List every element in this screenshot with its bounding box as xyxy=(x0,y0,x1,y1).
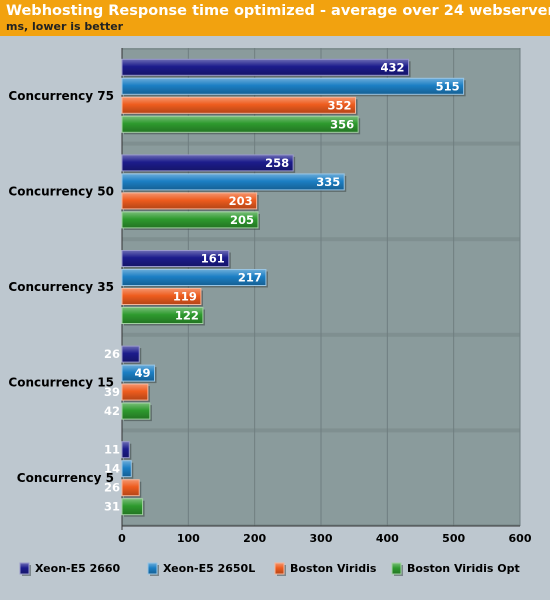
bar xyxy=(121,154,294,172)
chart-header: Webhosting Response time optimized - ave… xyxy=(0,0,550,36)
bar-value-label: 205 xyxy=(230,213,254,227)
bar-chart-svg: 0 100 200 300 400 500 600 Concurrency 75 432 515 3… xyxy=(8,48,532,576)
x-tick-label: 300 xyxy=(310,532,333,545)
bar-value-label: 39 xyxy=(104,385,120,399)
bar xyxy=(121,250,230,267)
bar-value-label: 49 xyxy=(134,366,150,380)
bar xyxy=(121,269,267,286)
bar xyxy=(121,115,359,133)
legend-swatch xyxy=(274,562,285,575)
bar xyxy=(121,479,140,497)
bar-value-label: 42 xyxy=(104,404,120,418)
category-label: Concurrency 50 xyxy=(8,184,114,198)
legend-swatch xyxy=(19,562,30,575)
bar-value-label: 515 xyxy=(436,79,460,93)
bar xyxy=(121,192,258,210)
bar-value-label: 14 xyxy=(104,462,120,476)
bar xyxy=(121,173,345,191)
bar-value-label: 335 xyxy=(316,175,340,189)
category-label: Concurrency 75 xyxy=(8,89,114,103)
chart-title: Webhosting Response time optimized - ave… xyxy=(6,3,550,19)
category-label: Concurrency 35 xyxy=(8,280,114,294)
bar xyxy=(121,498,144,516)
bar-value-label: 119 xyxy=(173,290,197,304)
x-tick-label: 100 xyxy=(177,532,200,545)
bar xyxy=(121,345,140,363)
legend-label: Boston Viridis xyxy=(290,562,377,575)
category-label: Concurrency 15 xyxy=(8,376,114,390)
bar xyxy=(121,307,204,324)
bar xyxy=(121,460,132,478)
bar xyxy=(121,364,156,382)
bar-value-label: 203 xyxy=(229,194,253,208)
bar xyxy=(121,288,202,305)
bar-value-label: 161 xyxy=(201,252,225,266)
x-tick-label: 200 xyxy=(243,532,266,545)
legend-swatch xyxy=(391,562,402,575)
x-tick-label: 600 xyxy=(509,532,532,545)
x-tick-label: 500 xyxy=(442,532,465,545)
bar-value-label: 31 xyxy=(104,500,120,514)
bar xyxy=(121,96,356,114)
bar-value-label: 356 xyxy=(330,117,354,131)
bar-value-label: 122 xyxy=(175,309,199,323)
bar-value-label: 258 xyxy=(265,156,289,170)
bar-value-label: 26 xyxy=(104,347,120,361)
bar-value-label: 26 xyxy=(104,481,120,495)
category-label: Concurrency 5 xyxy=(17,471,114,485)
legend-swatch xyxy=(147,562,158,575)
x-tick-label: 0 xyxy=(118,532,126,545)
bar xyxy=(121,77,465,95)
bar xyxy=(121,211,259,229)
bar xyxy=(121,402,151,420)
bar xyxy=(121,441,130,459)
legend-label: Xeon-E5 2660 xyxy=(35,562,121,575)
bar-value-label: 432 xyxy=(381,60,405,74)
legend-label: Boston Viridis Opt xyxy=(407,562,520,575)
bar-value-label: 11 xyxy=(104,443,120,457)
bar xyxy=(121,383,149,401)
chart-subtitle: ms, lower is better xyxy=(6,20,124,33)
x-tick-label: 400 xyxy=(376,532,399,545)
bar-value-label: 217 xyxy=(238,271,262,285)
bar xyxy=(121,58,410,76)
bar-value-label: 352 xyxy=(327,98,351,112)
legend-label: Xeon-E5 2650L xyxy=(163,562,255,575)
